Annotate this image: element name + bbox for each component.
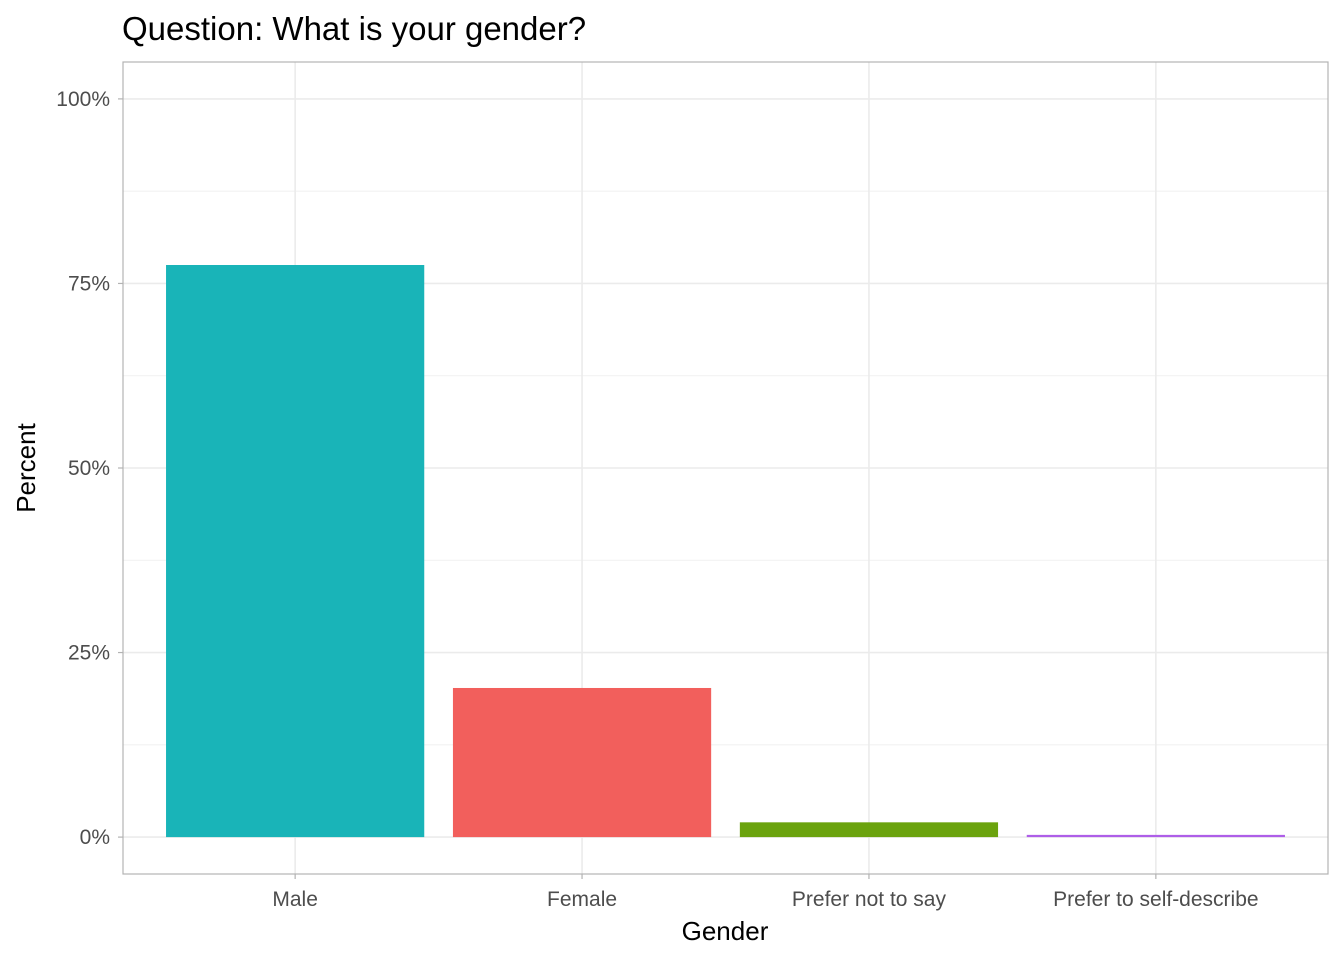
bar-male bbox=[166, 265, 425, 838]
y-tick-label: 75% bbox=[68, 272, 110, 295]
x-axis-ticks: Male Female Prefer not to say Prefer to sel… bbox=[272, 874, 1259, 911]
y-tick-label: 25% bbox=[68, 642, 110, 665]
bar-prefer-not-to-say bbox=[739, 822, 999, 838]
chart-title: Question: What is your gender? bbox=[122, 10, 586, 47]
y-tick-label: 100% bbox=[56, 88, 110, 111]
y-tick-label: 0% bbox=[80, 826, 110, 849]
bar-female bbox=[452, 687, 712, 838]
bars bbox=[166, 265, 1285, 838]
y-axis-title: Percent bbox=[11, 422, 41, 512]
bar-prefer-to-self-describe bbox=[1026, 834, 1285, 838]
x-axis-title: Gender bbox=[682, 916, 769, 946]
x-tick-label: Female bbox=[547, 888, 617, 911]
x-tick-label: Male bbox=[272, 888, 318, 911]
x-tick-label: Prefer not to say bbox=[792, 888, 947, 911]
y-tick-label: 50% bbox=[68, 457, 110, 480]
x-tick-label: Prefer to self-describe bbox=[1053, 888, 1258, 911]
y-axis-ticks: 0% 25% 50% 75% 100% bbox=[56, 88, 123, 849]
